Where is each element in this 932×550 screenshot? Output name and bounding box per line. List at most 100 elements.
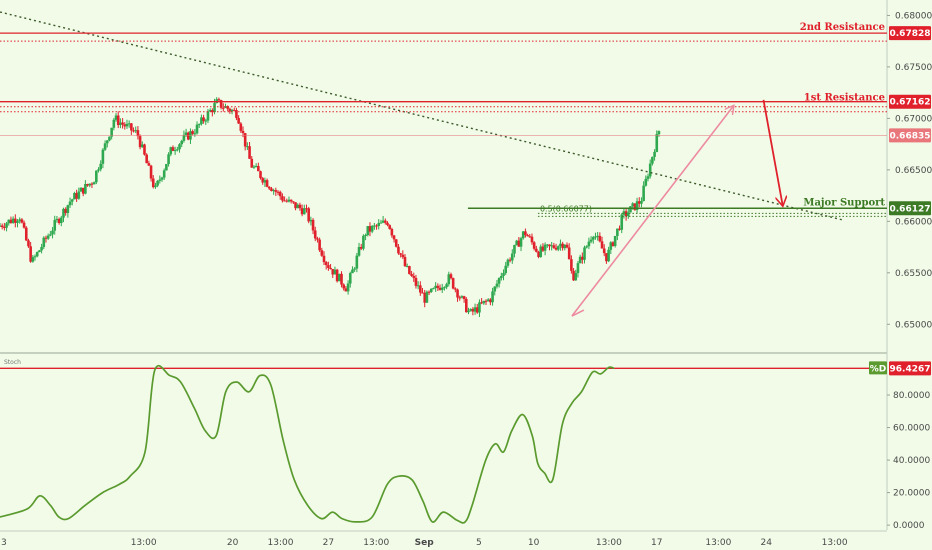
candle-body xyxy=(184,132,188,135)
candle-body xyxy=(75,193,78,199)
candle-body xyxy=(101,149,105,164)
candle-body xyxy=(149,165,153,179)
candle-body xyxy=(313,230,317,239)
candle-body xyxy=(9,219,13,224)
candle-body xyxy=(176,149,179,151)
stoch-tick-label: 40.0000 xyxy=(893,456,930,466)
candle-body xyxy=(84,184,87,194)
time-tick-label: 13:00 xyxy=(822,538,848,548)
candle-body xyxy=(130,123,133,131)
candle-body xyxy=(143,144,146,155)
candle-body xyxy=(565,244,569,248)
candle-body xyxy=(449,274,453,279)
candle-body xyxy=(462,296,466,300)
candle-body xyxy=(302,208,306,215)
price-tick-label: 0.65000 xyxy=(895,320,932,330)
candle-body xyxy=(583,247,586,260)
candle-body xyxy=(478,302,481,313)
stoch-legend-badge xyxy=(869,361,887,375)
candle-body xyxy=(493,286,497,292)
price-tick-label: 0.66000 xyxy=(895,217,932,227)
candle-body xyxy=(616,228,619,236)
candle-body xyxy=(543,244,547,251)
candle-body xyxy=(629,206,632,213)
candle-body xyxy=(62,208,65,218)
candle-body xyxy=(506,259,510,266)
candle-body xyxy=(31,257,35,262)
candle-body xyxy=(136,130,140,137)
candle-body xyxy=(607,249,610,262)
candle-body xyxy=(121,122,124,125)
candle-body xyxy=(355,255,359,269)
candle-body xyxy=(609,242,613,250)
candle-body xyxy=(475,307,479,313)
candle-body xyxy=(0,225,2,227)
candle-body xyxy=(200,117,203,125)
candle-body xyxy=(432,288,435,290)
candle-body xyxy=(322,255,326,263)
second-resistance-label: 2nd Resistance xyxy=(800,22,885,33)
candle-body xyxy=(29,246,32,262)
candle-body xyxy=(370,225,374,232)
candle-body xyxy=(55,218,59,221)
candle-body xyxy=(460,296,464,298)
candle-body xyxy=(235,110,238,118)
candle-body xyxy=(554,247,558,250)
candle-body xyxy=(294,202,297,209)
candle-body xyxy=(342,284,346,289)
candle-body xyxy=(70,199,74,202)
candle-body xyxy=(173,150,177,152)
candle-body xyxy=(508,259,512,261)
candle-body xyxy=(95,170,98,183)
candle-body xyxy=(191,131,194,134)
candle-body xyxy=(296,204,300,209)
candle-body xyxy=(373,225,376,227)
candle-body xyxy=(570,259,573,271)
candle-body xyxy=(653,151,656,157)
time-tick-label: Sep xyxy=(415,538,435,548)
candle-body xyxy=(648,163,652,177)
candle-body xyxy=(362,235,365,249)
candle-body xyxy=(33,256,37,258)
candle-body xyxy=(221,107,225,109)
candle-body xyxy=(81,187,85,194)
candle-body xyxy=(329,267,332,270)
candle-body xyxy=(140,144,144,148)
candle-body xyxy=(651,156,654,164)
candle-body xyxy=(97,169,100,171)
price-tick-label: 0.66500 xyxy=(895,166,932,176)
candle-body xyxy=(252,166,256,168)
candle-body xyxy=(482,300,486,304)
time-tick-label: 10 xyxy=(528,538,540,548)
candle-body xyxy=(574,273,578,281)
candle-body xyxy=(486,299,490,302)
candle-body xyxy=(278,191,282,197)
candle-body xyxy=(320,250,324,256)
candle-body xyxy=(539,246,543,257)
candle-body xyxy=(530,236,534,243)
candle-body xyxy=(401,254,405,258)
candle-body xyxy=(353,268,356,270)
candle-body xyxy=(379,222,383,224)
candle-body xyxy=(351,269,354,274)
candle-body xyxy=(620,214,624,230)
candle-body xyxy=(500,275,503,279)
time-tick-label: 13:00 xyxy=(596,538,622,548)
candle-body xyxy=(346,283,350,292)
candle-body xyxy=(344,288,348,292)
candle-body xyxy=(261,178,265,183)
candle-body xyxy=(263,180,267,183)
candle-body xyxy=(445,284,448,288)
candle-body xyxy=(248,146,251,159)
candle-body xyxy=(103,143,107,150)
first-resistance-badge xyxy=(889,94,931,109)
candle-body xyxy=(123,124,127,127)
candle-body xyxy=(633,203,637,211)
candle-body xyxy=(618,228,621,230)
candle-body xyxy=(489,299,492,303)
price-tick-label: 0.68000 xyxy=(895,11,932,21)
candle-body xyxy=(642,185,645,202)
candle-body xyxy=(491,291,494,303)
candle-body xyxy=(27,240,30,247)
candle-body xyxy=(589,239,593,242)
